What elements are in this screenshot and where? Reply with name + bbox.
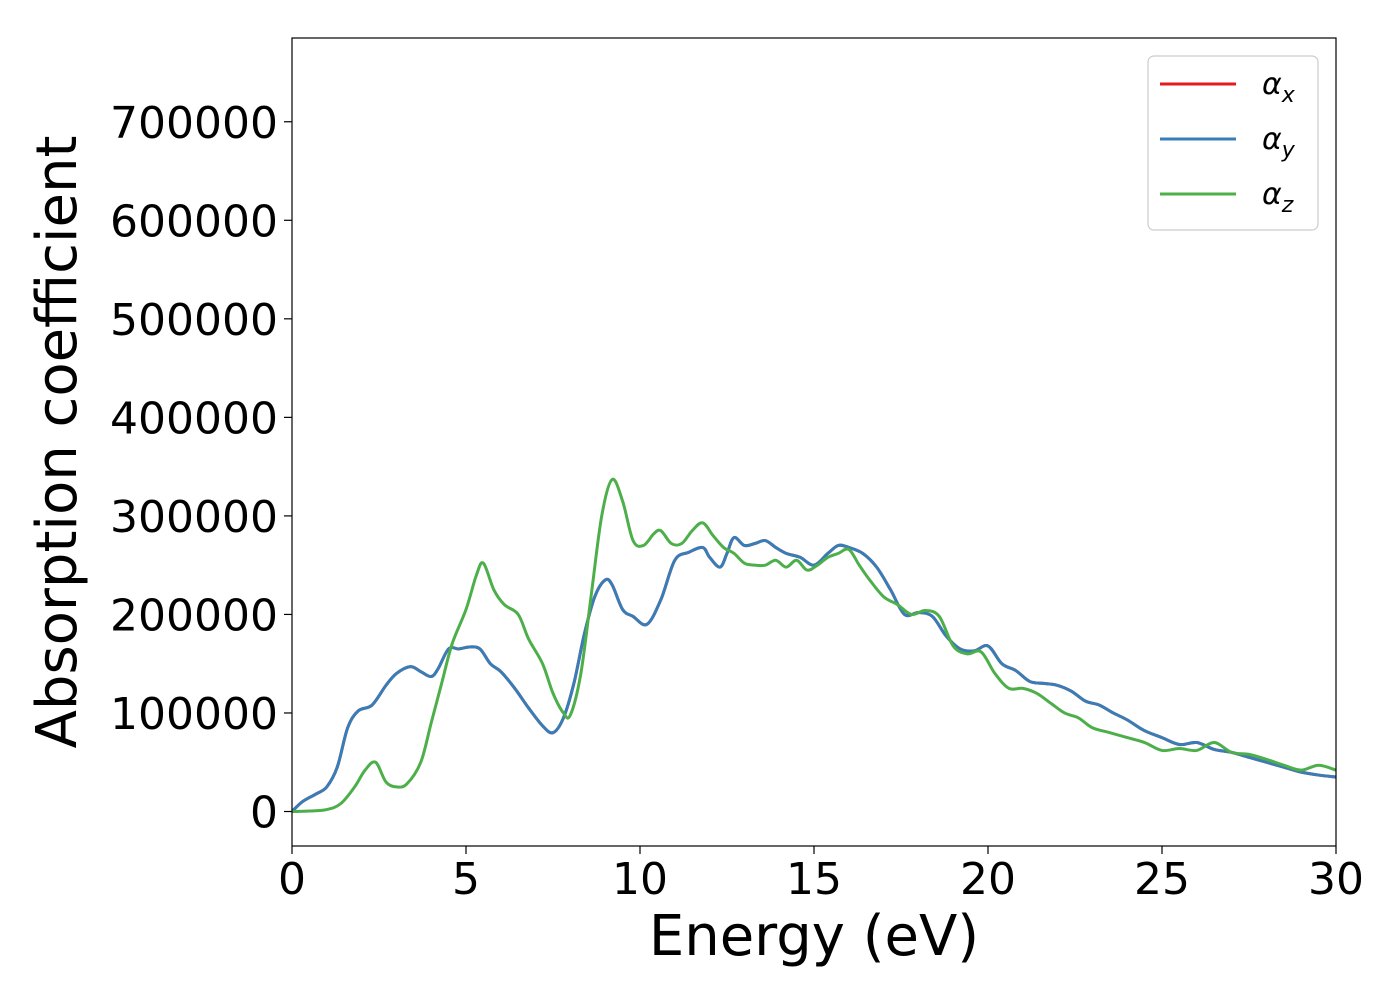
x-tick-label: 5 [452,854,480,905]
series-line-z [292,477,1336,814]
y-axis-label: Absorption coefficient [25,136,90,749]
series-layer [292,477,1336,814]
y-tick-label: 300000 [110,492,278,543]
legend-label-sub: y [1281,138,1296,163]
y-axis-ticks: 0 100000 200000 300000 400000 500000 600000 700… [110,98,292,839]
x-axis-ticks: 0 5 10 15 20 25 30 [278,846,1364,905]
legend-label-y: αy [1262,122,1296,163]
y-tick-label: 100000 [110,689,278,740]
y-tick-label: 200000 [110,590,278,641]
y-tick-label: 400000 [110,393,278,444]
legend-box [1147,55,1319,231]
legend-label-x: αx [1262,67,1296,108]
x-axis-label: Energy (eV) [649,904,979,969]
x-tick-label: 15 [786,854,842,905]
y-tick-label: 700000 [110,98,278,149]
legend-label-base: α [1262,67,1282,102]
legend-label-z: αz [1262,177,1294,218]
x-tick-label: 0 [278,854,306,905]
legend-label-base: α [1262,177,1282,212]
x-tick-label: 20 [960,854,1016,905]
series-line-y [292,536,1336,814]
legend-label-sub: x [1281,83,1296,108]
legend-label-sub: z [1281,193,1294,218]
y-tick-label: 0 [250,788,278,839]
x-tick-label: 30 [1308,854,1364,905]
legend-label-base: α [1262,122,1282,157]
y-tick-label: 500000 [110,295,278,346]
x-tick-label: 25 [1134,854,1190,905]
y-tick-label: 600000 [110,196,278,247]
series-line-x [292,536,1336,814]
x-tick-label: 10 [612,854,668,905]
